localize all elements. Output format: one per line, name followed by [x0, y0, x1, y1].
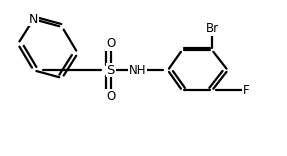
Text: N: N: [29, 13, 38, 26]
Text: F: F: [243, 84, 250, 97]
Text: O: O: [106, 90, 115, 103]
Text: Br: Br: [205, 22, 219, 35]
Text: NH: NH: [129, 64, 147, 77]
Text: O: O: [106, 37, 115, 51]
Text: S: S: [106, 64, 115, 77]
